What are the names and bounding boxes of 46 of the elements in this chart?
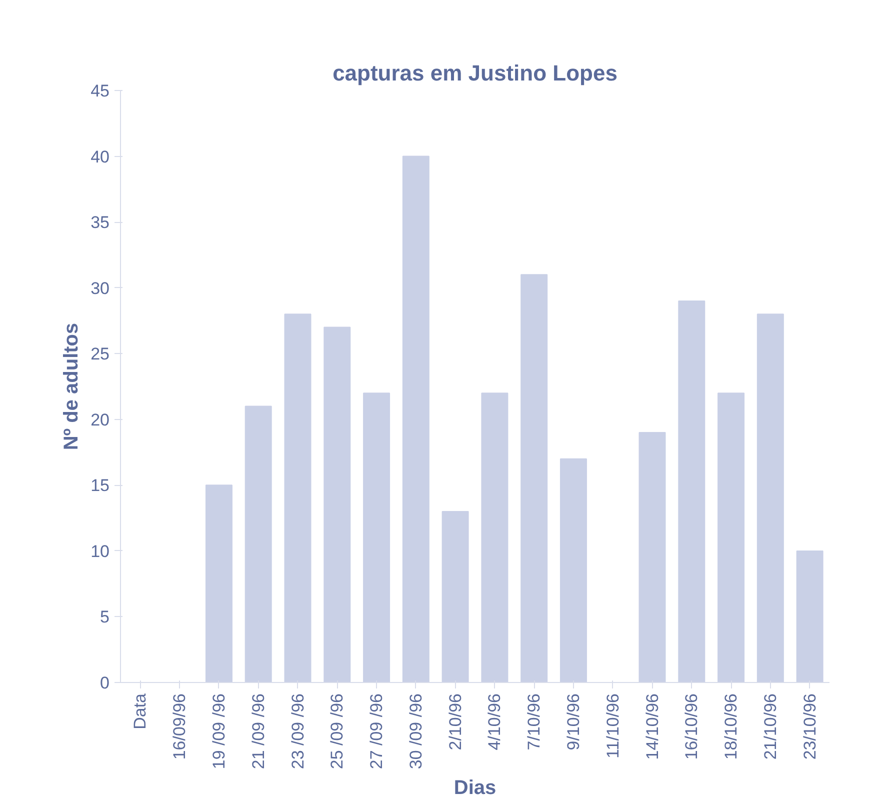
y-tick-label: 15 [90,476,110,496]
bar [363,392,390,682]
x-tick-label: 2/10/96 [446,693,465,750]
bar [638,432,666,682]
x-tick-label: 19 /09 /96 [209,693,228,770]
bar [324,326,351,682]
x-tick-label: 21 /09 /96 [248,693,268,770]
bar [205,484,232,682]
x-tick-label: 25 /09 /96 [328,693,347,770]
x-tick-label: 11/10/96 [603,693,622,758]
y-tick-label: 5 [100,608,110,627]
bar [244,406,272,682]
x-tick-label: 9/10/96 [564,693,583,750]
x-tick-label: 14/10/96 [642,693,662,760]
x-tick-label: 16/10/96 [682,693,702,760]
x-tick-label: 23/10/96 [800,693,820,760]
bar [520,274,548,682]
x-tick-label: 23 /09 /96 [288,693,308,770]
bar [560,458,587,682]
x-tick-label: 16/09/96 [170,693,190,760]
bar [718,392,745,682]
x-tick-label: 7/10/96 [524,693,544,750]
x-tick-label: 30 /09 /96 [406,693,426,770]
y-tick-label: 25 [90,344,110,364]
y-tick-label: 20 [90,410,110,430]
x-tick-label: 18/10/96 [722,693,741,760]
x-tick-label: 4/10/96 [485,693,504,750]
chart-title: capturas em Justino Lopes [332,60,618,86]
bar [284,314,312,682]
bar [756,314,784,682]
y-axis-title: Nº de adultos [60,322,83,450]
bar [402,156,430,682]
y-tick-label: 10 [90,542,110,561]
y-tick-label: 30 [90,278,110,298]
y-tick-label: 40 [90,147,110,166]
bar [481,392,508,682]
x-tick-label: Data [130,692,150,730]
x-axis-title: Dias [454,777,496,800]
x-tick-label: 21/10/96 [760,693,780,760]
y-tick-label: 45 [90,82,110,100]
x-tick-label: 27 /09 /96 [367,693,386,770]
bar [442,510,469,682]
bar [796,550,824,682]
y-tick-label: 0 [100,674,110,692]
bar [678,300,706,682]
y-tick-label: 35 [90,213,110,232]
